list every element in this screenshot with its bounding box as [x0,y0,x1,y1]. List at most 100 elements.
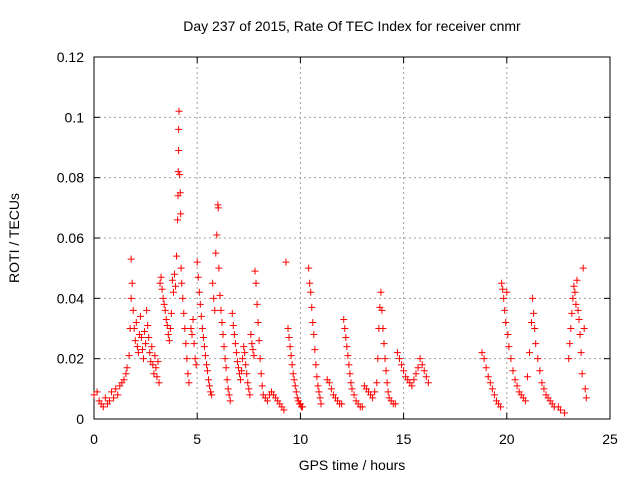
y-axis-label: ROTI / TECUs [6,193,22,283]
data-point [358,403,366,411]
chart-title: Day 237 of 2015, Rate Of TEC Index for r… [183,18,521,34]
data-point [178,279,186,287]
data-point [139,346,147,354]
data-point [526,349,534,357]
data-point [422,373,430,381]
data-point [176,171,184,179]
data-point [208,391,216,399]
data-point [192,361,200,369]
data-point [187,325,195,332]
data-point [143,306,151,314]
data-point [243,370,251,378]
data-point [182,340,190,348]
data-point [346,370,354,378]
data-point [316,394,324,402]
data-point [105,397,113,405]
data-point [310,331,318,339]
data-point [377,288,385,296]
y-tick-label: 0.04 [57,290,84,306]
data-point [196,300,204,308]
data-point [538,379,546,387]
data-point [137,334,145,342]
data-point [217,306,225,314]
data-point [504,331,512,339]
data-point [181,325,189,332]
data-point [313,373,321,381]
data-point [195,288,203,296]
data-point [220,343,228,351]
data-point [232,349,240,357]
data-point [342,334,350,342]
data-point [369,394,377,402]
data-point [287,352,295,360]
data-point [500,294,508,302]
data-point [159,294,167,302]
data-point [169,288,177,296]
data-point [122,370,130,378]
data-point [240,343,248,351]
data-point [155,379,163,387]
data-point [189,315,197,323]
data-point [134,349,142,357]
data-point [250,352,258,360]
data-point [112,385,120,393]
data-point [237,376,245,384]
data-point [391,400,399,408]
data-point [579,264,587,272]
data-point [293,394,301,402]
data-point [149,361,157,369]
data-point [378,306,386,314]
data-point [93,388,101,396]
data-point [158,285,166,293]
data-point [128,279,136,287]
data-point [205,376,213,384]
data-point [242,361,250,369]
data-point [153,373,161,381]
data-point [256,355,264,363]
data-point [374,355,382,363]
data-point [168,276,176,284]
data-point [253,300,261,308]
data-point [123,364,131,372]
data-point [497,403,505,411]
y-tick-label: 0.12 [57,49,84,65]
data-point [523,373,531,381]
data-point [175,147,183,155]
data-point [398,361,406,369]
data-point [162,315,170,323]
data-point [210,294,218,302]
data-point [160,300,168,308]
data-point [245,385,253,393]
data-point [200,343,208,351]
data-point [338,400,346,408]
data-point [325,379,333,387]
data-point [132,318,140,326]
data-point [130,325,138,332]
data-point [570,282,578,290]
data-point [350,391,358,399]
data-point [154,358,162,366]
x-tick-label: 15 [396,431,412,447]
data-point [190,340,198,348]
data-point [129,306,137,314]
data-point [188,331,196,339]
data-point [152,364,160,372]
data-point [211,306,219,314]
data-point [224,385,232,393]
data-point [486,379,494,387]
data-point [505,343,513,351]
data-point [226,397,234,405]
data-point [163,321,171,329]
data-point [573,276,581,284]
data-point [572,300,580,308]
data-point [156,279,164,287]
data-point [146,349,154,357]
data-point [144,321,152,329]
data-point [150,370,158,378]
data-point [424,379,432,387]
data-point [499,285,507,293]
data-point [142,340,150,348]
data-point [341,325,349,332]
